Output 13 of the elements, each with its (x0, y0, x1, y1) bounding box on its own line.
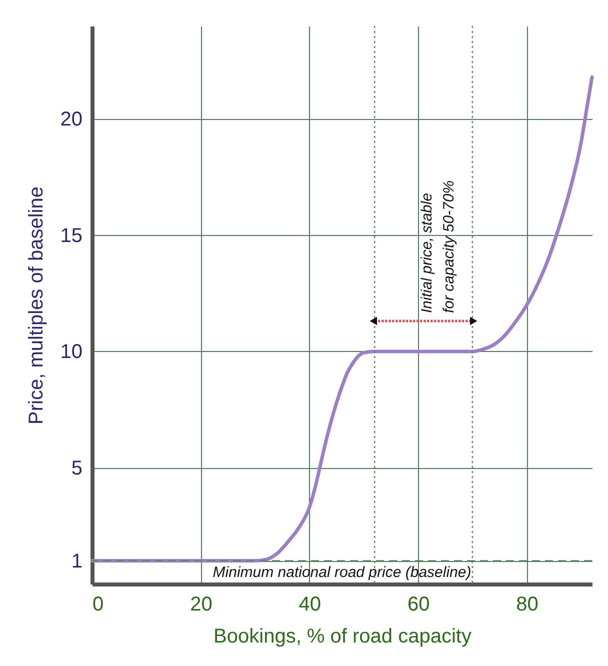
y-tick-label: 5 (71, 457, 82, 480)
x-axis-title: Bookings, % of road capacity (214, 626, 472, 648)
y-tick-label: 20 (60, 108, 82, 130)
x-tick-label: 40 (298, 594, 322, 616)
y-tick-label: 10 (60, 341, 82, 363)
y-axis-title: Price, multiples of baseline (25, 186, 48, 424)
y-tick-label: 1 (71, 550, 82, 572)
x-tick-label: 0 (92, 594, 104, 616)
x-tick-label: 80 (516, 594, 538, 616)
annotation: Initial price, stable for capacity 50-70% (418, 180, 458, 313)
x-tick-label: 60 (407, 594, 430, 616)
x-tick-label: 20 (190, 594, 212, 616)
y-tick-label: 15 (60, 224, 82, 247)
